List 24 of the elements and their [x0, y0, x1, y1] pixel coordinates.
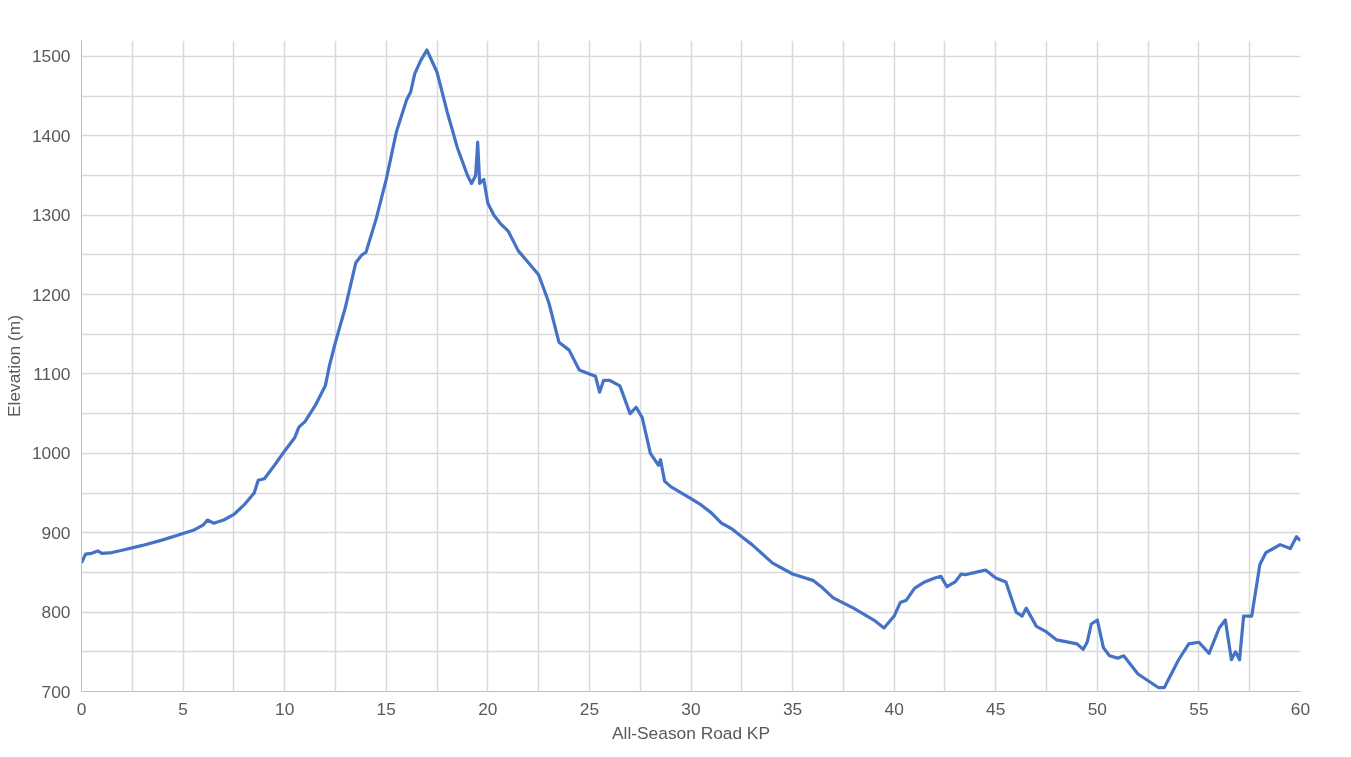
y-tick-label: 1000: [31, 443, 71, 464]
x-tick-label: 0: [76, 698, 87, 719]
x-tick-label: 15: [376, 698, 396, 719]
y-tick-label: 1500: [31, 46, 71, 67]
y-tick-label: 800: [41, 602, 71, 623]
y-tick-label: 700: [41, 681, 71, 702]
x-tick-label: 55: [1189, 698, 1209, 719]
y-tick-label: 1100: [33, 363, 71, 384]
y-tick-label: 1400: [31, 125, 71, 146]
x-tick-label: 35: [782, 698, 803, 719]
y-tick-label: 1200: [31, 284, 71, 305]
y-tick-label: 900: [41, 522, 71, 543]
x-tick-label: 25: [579, 698, 600, 719]
x-tick-label: 40: [884, 698, 904, 719]
x-tick-label: 30: [681, 698, 701, 719]
x-axis-title: All-Season Road KP: [612, 722, 770, 743]
x-tick-label: 20: [478, 698, 498, 719]
y-axis-title: Elevation (m): [3, 314, 24, 418]
x-tick-label: 60: [1290, 698, 1311, 719]
x-tick-label: 45: [986, 698, 1006, 719]
x-tick-label: 50: [1087, 698, 1107, 719]
y-tick-label: 1300: [31, 205, 71, 226]
x-tick-label: 5: [178, 698, 188, 719]
x-tick-label: 10: [275, 698, 295, 719]
